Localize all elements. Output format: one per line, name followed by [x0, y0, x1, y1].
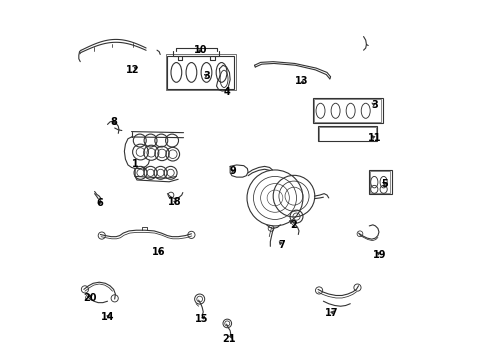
- Text: 10: 10: [194, 45, 207, 55]
- Text: 5: 5: [381, 179, 387, 189]
- Text: 11: 11: [367, 133, 380, 143]
- Text: 3: 3: [370, 100, 377, 110]
- Text: 20: 20: [82, 293, 96, 303]
- Text: 9: 9: [229, 166, 236, 176]
- Bar: [312, 98, 382, 123]
- Text: 8: 8: [110, 117, 117, 127]
- Text: 7: 7: [278, 239, 285, 249]
- Text: 4: 4: [223, 87, 229, 97]
- Bar: [317, 126, 376, 141]
- Bar: [165, 54, 235, 90]
- Text: 14: 14: [101, 312, 114, 322]
- Bar: [313, 99, 381, 122]
- Text: 19: 19: [372, 249, 386, 260]
- Text: 2: 2: [289, 220, 296, 230]
- Text: 18: 18: [167, 197, 181, 207]
- Text: 3: 3: [203, 71, 210, 81]
- Text: 17: 17: [324, 309, 337, 318]
- Text: 6: 6: [96, 198, 102, 208]
- Text: 1: 1: [131, 159, 138, 169]
- Bar: [369, 171, 389, 193]
- Bar: [318, 127, 376, 140]
- Text: 16: 16: [152, 247, 165, 257]
- Bar: [368, 170, 391, 194]
- Bar: [167, 56, 233, 89]
- Text: 13: 13: [295, 76, 308, 86]
- Text: 12: 12: [125, 64, 139, 75]
- Text: 15: 15: [195, 314, 208, 324]
- Text: 21: 21: [222, 333, 236, 343]
